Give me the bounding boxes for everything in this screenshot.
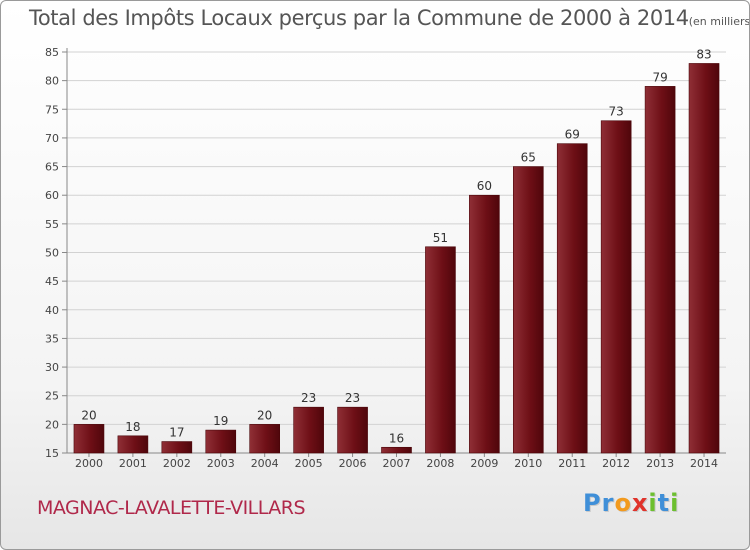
data-label-2014: 83 [696,47,711,61]
x-tick-label-2011: 2011 [558,457,586,470]
logo-letter-6: i [670,489,680,517]
bar-2004 [249,424,280,454]
logo-letter-2: o [614,489,632,517]
bar-2008 [425,246,456,454]
y-tick-label-55: 55 [45,218,59,231]
data-label-2009: 60 [477,179,492,193]
logo-letter-1: r [601,489,615,517]
bar-2005 [293,406,324,454]
y-tick-label-85: 85 [45,46,59,59]
commune-name: MAGNAC-LAVALETTE-VILLARS [37,497,306,519]
bar-2011 [556,143,588,454]
y-tick-label-75: 75 [45,103,59,116]
y-tick-label-70: 70 [45,132,59,145]
y-tick-label-35: 35 [45,332,59,345]
bar-2013 [644,86,676,454]
bar-2012 [600,120,632,454]
logo-letter-0: P [583,489,602,517]
x-tick-label-2006: 2006 [339,457,367,470]
x-tick-label-2012: 2012 [602,457,630,470]
bar-2002 [161,441,193,454]
y-tick-label-60: 60 [45,189,59,202]
x-tick-label-2000: 2000 [75,457,103,470]
bar-2006 [337,406,368,454]
y-tick-label-40: 40 [45,304,59,317]
y-tick-label-45: 45 [45,275,59,288]
data-label-2012: 73 [609,105,624,119]
logo-letter-5: t [657,489,671,517]
proxiti-logo[interactable]: Proxiti [583,489,679,517]
bar-2010 [512,166,544,454]
chart-title-main: Total des Impôts Locaux perçus par la Co… [29,6,689,30]
y-tick-label-65: 65 [45,161,59,174]
y-tick-label-20: 20 [45,418,59,431]
chart-title: Total des Impôts Locaux perçus par la Co… [29,6,750,30]
x-tick-label-2004: 2004 [251,457,279,470]
bar-2001 [117,435,149,454]
bar-2009 [469,194,500,454]
data-label-2001: 18 [125,420,140,434]
x-tick-label-2003: 2003 [207,457,235,470]
bar-2014 [688,63,720,454]
logo-letter-3: x [631,489,649,517]
y-tick-label-80: 80 [45,75,59,88]
y-tick-label-15: 15 [45,447,59,460]
label-layer: 20 18 17 19 20 23 23 16 51 60 65 69 73 79 83 [81,47,711,445]
data-label-2013: 79 [652,70,667,84]
data-label-2011: 69 [565,128,580,142]
x-tick-label-2008: 2008 [426,457,454,470]
logo-letter-4: i [648,489,658,517]
data-label-2010: 65 [521,151,536,165]
x-tick-label-2002: 2002 [163,457,191,470]
x-tick-label-2001: 2001 [119,457,147,470]
data-label-2003: 19 [213,414,228,428]
data-label-2000: 20 [81,408,96,422]
data-label-2007: 16 [389,431,404,445]
x-tick-label-2005: 2005 [295,457,323,470]
bar-2003 [205,429,237,454]
data-label-2008: 51 [433,231,448,245]
y-tick-label-30: 30 [45,361,59,374]
y-tick-label-25: 25 [45,390,59,403]
y-tick-label-50: 50 [45,247,59,260]
x-tick-label-2010: 2010 [514,457,542,470]
bar-layer [73,63,720,454]
chart-unit-note: (en milliers d'€) [688,15,750,28]
data-label-2006: 23 [345,391,360,405]
bar-2000 [73,424,105,454]
x-tick-label-2009: 2009 [470,457,498,470]
data-label-2002: 17 [169,426,184,440]
x-tick-label-2014: 2014 [690,457,718,470]
x-tick-label-2007: 2007 [383,457,411,470]
data-label-2005: 23 [301,391,316,405]
x-tick-label-2013: 2013 [646,457,674,470]
data-label-2004: 20 [257,408,272,422]
bar-2007 [381,446,412,454]
